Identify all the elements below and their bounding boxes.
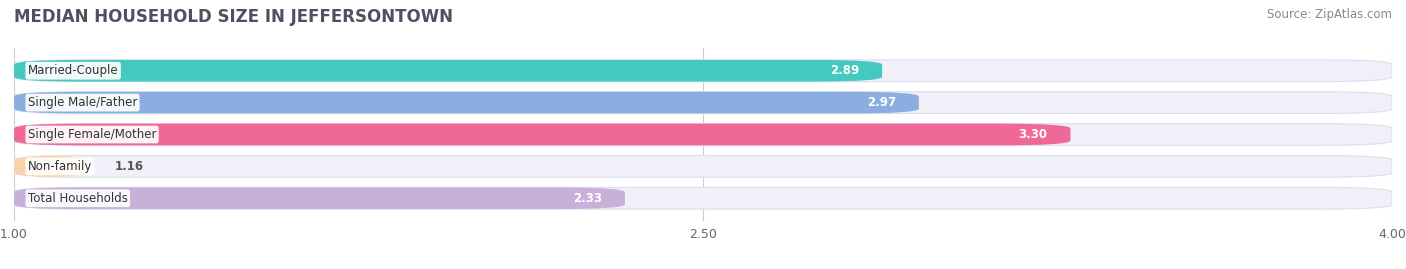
FancyBboxPatch shape	[14, 124, 1070, 145]
FancyBboxPatch shape	[14, 155, 87, 177]
Text: MEDIAN HOUSEHOLD SIZE IN JEFFERSONTOWN: MEDIAN HOUSEHOLD SIZE IN JEFFERSONTOWN	[14, 8, 453, 26]
Text: Non-family: Non-family	[28, 160, 93, 173]
FancyBboxPatch shape	[14, 155, 1392, 177]
FancyBboxPatch shape	[14, 92, 920, 114]
Text: Married-Couple: Married-Couple	[28, 64, 118, 77]
Text: 3.30: 3.30	[1018, 128, 1047, 141]
Text: Single Male/Father: Single Male/Father	[28, 96, 138, 109]
Text: 2.33: 2.33	[574, 192, 602, 205]
FancyBboxPatch shape	[14, 60, 1392, 82]
Text: Total Households: Total Households	[28, 192, 128, 205]
Text: 2.89: 2.89	[830, 64, 859, 77]
Text: 2.97: 2.97	[866, 96, 896, 109]
Text: Single Female/Mother: Single Female/Mother	[28, 128, 156, 141]
Text: 1.16: 1.16	[115, 160, 145, 173]
FancyBboxPatch shape	[14, 124, 1392, 145]
Text: Source: ZipAtlas.com: Source: ZipAtlas.com	[1267, 8, 1392, 21]
FancyBboxPatch shape	[14, 187, 624, 209]
FancyBboxPatch shape	[14, 187, 1392, 209]
FancyBboxPatch shape	[14, 92, 1392, 114]
FancyBboxPatch shape	[14, 60, 882, 82]
